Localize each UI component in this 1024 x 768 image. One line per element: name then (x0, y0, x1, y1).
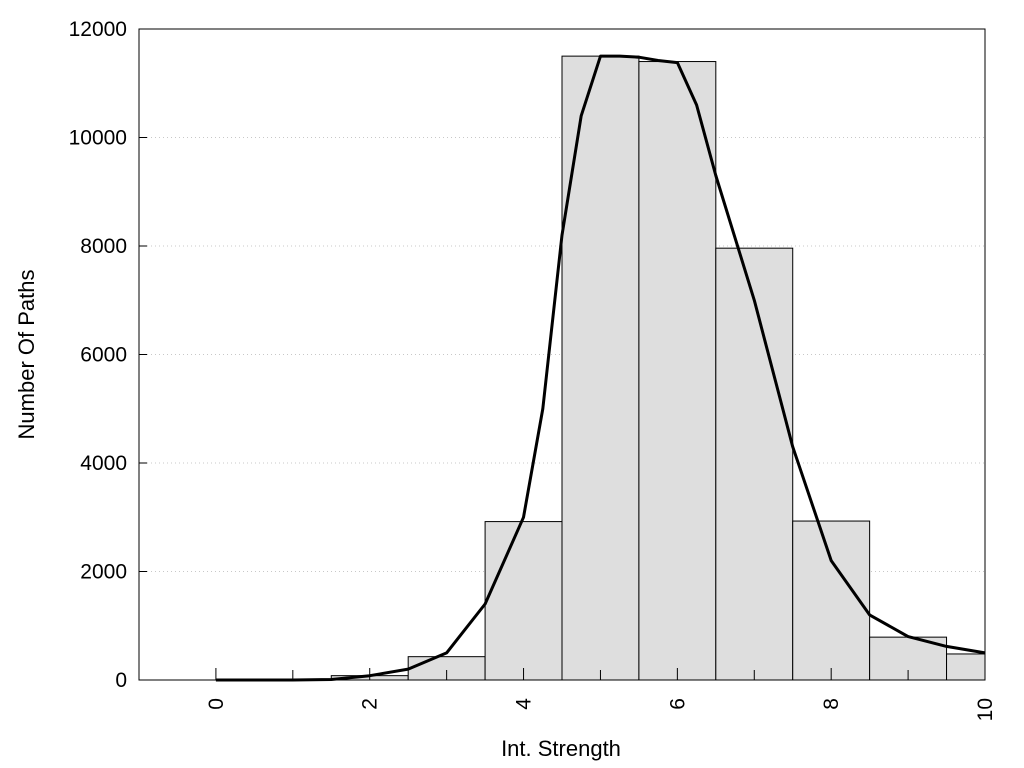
density-curve-layer (215, 54, 986, 682)
histogram-bar (792, 520, 871, 681)
y-tick-label: 6000 (80, 344, 127, 367)
x-tick-label: 2 (359, 698, 382, 710)
histogram-bar (946, 653, 986, 681)
y-tick-label: 8000 (80, 235, 127, 258)
x-tick-label: 0 (205, 698, 228, 710)
x-tick-label: 10 (974, 698, 997, 721)
x-axis-ticks: 0 2 4 6 8 10 (205, 668, 997, 721)
x-tick-label: 6 (666, 698, 689, 710)
density-curve (215, 54, 986, 682)
histogram-bar (484, 521, 563, 681)
histogram-bar (561, 55, 640, 681)
y-tick-label: 2000 (80, 561, 127, 584)
y-tick-label: 0 (115, 669, 127, 692)
histogram-bar (638, 61, 717, 681)
y-tick-label: 4000 (80, 452, 127, 475)
histogram-bars (330, 55, 986, 681)
x-tick-label: 8 (820, 698, 843, 710)
x-axis-label: Int. Strength (501, 736, 621, 761)
y-tick-label: 12000 (69, 18, 127, 41)
y-axis-ticks: 0 2000 4000 6000 8000 10000 12000 (69, 18, 147, 692)
y-axis-label: Number Of Paths (14, 270, 39, 440)
y-tick-label: 10000 (69, 127, 127, 150)
x-tick-label: 4 (513, 698, 536, 710)
histogram-bar (715, 247, 794, 681)
